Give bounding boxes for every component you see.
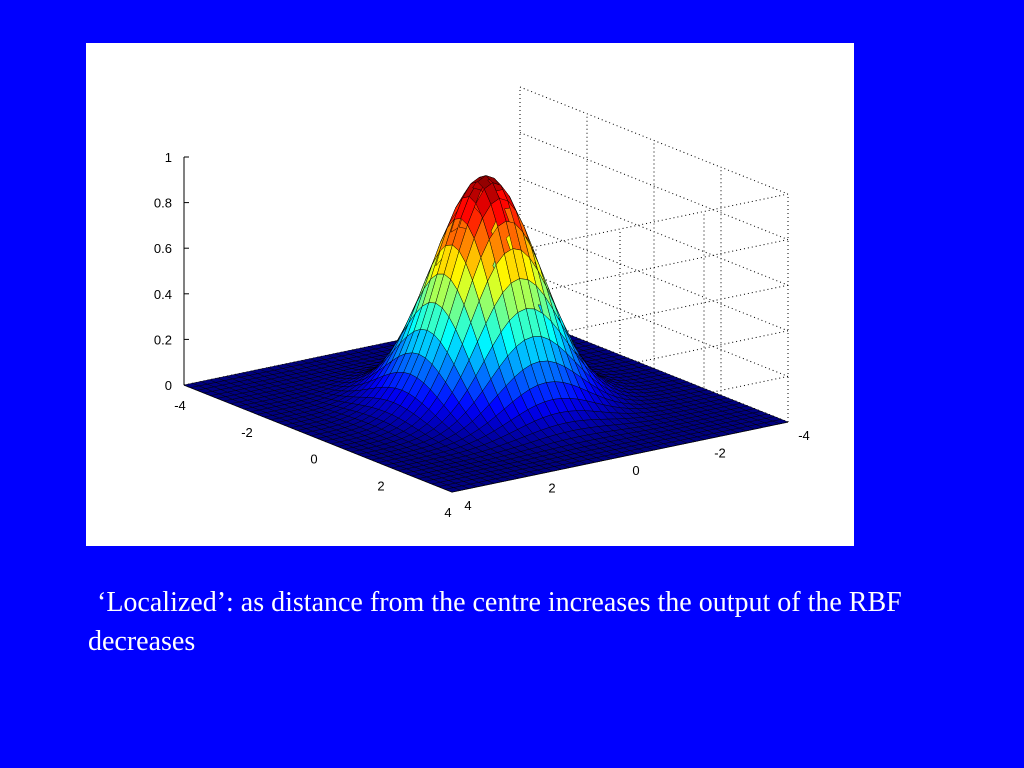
x-tick-label: 0 [310, 452, 317, 467]
z-tick-label: 0.4 [154, 287, 172, 302]
surface-patch [772, 419, 789, 424]
z-tick-label: 1 [165, 150, 172, 165]
z-tick-label: 0.2 [154, 332, 172, 347]
tick-labels: 0 0.2 0.4 0.6 0.8 1 -4 -2 0 2 4 -4 -2 0 2 4 [154, 150, 810, 520]
y-tick-label: 4 [464, 498, 471, 513]
x-tick-label: 4 [444, 505, 451, 520]
grid-line [519, 268, 789, 377]
y-tick-label: -4 [798, 428, 810, 443]
x-tick-label: -2 [241, 425, 253, 440]
z-tick-label: 0.8 [154, 196, 172, 211]
figure-panel: 0 0.2 0.4 0.6 0.8 1 -4 -2 0 2 4 -4 -2 0 2 4 [86, 43, 854, 546]
surface-plot: 0 0.2 0.4 0.6 0.8 1 -4 -2 0 2 4 -4 -2 0 2 4 [154, 86, 810, 520]
surface-mesh [183, 175, 789, 493]
x-tick-label: 2 [377, 478, 384, 493]
grid-line [519, 86, 789, 195]
z-tick-label: 0 [165, 378, 172, 393]
y-tick-label: -2 [714, 446, 726, 461]
y-tick-label: 0 [632, 463, 639, 478]
grid-line [519, 223, 789, 332]
slide-caption: ‘Localized’: as distance from the centre… [88, 587, 902, 657]
y-tick-label: 2 [548, 481, 555, 496]
grid-line [519, 132, 789, 241]
x-tick-label: -4 [174, 398, 186, 413]
z-tick-label: 0.6 [154, 241, 172, 256]
